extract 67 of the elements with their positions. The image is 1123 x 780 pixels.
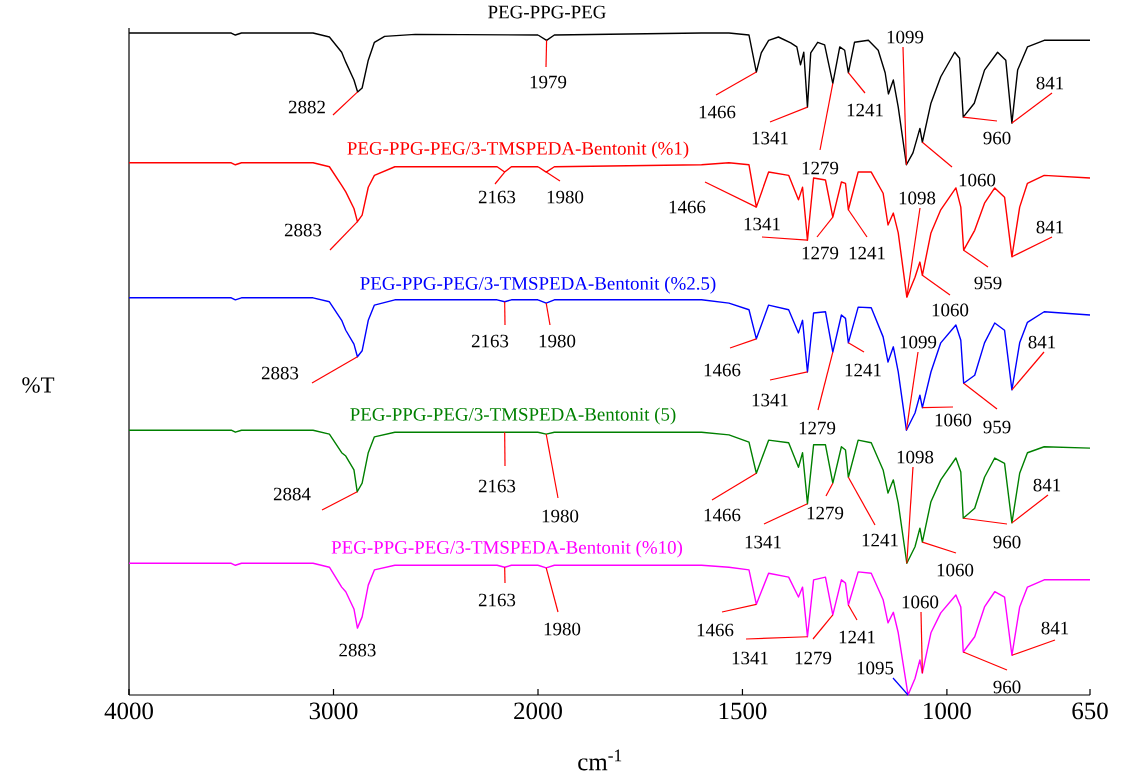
annotation: 1341 [752, 131, 788, 145]
annotation: 959 [974, 276, 1002, 290]
annotation: 1060 [937, 563, 974, 577]
annotation: 1980 [544, 622, 581, 636]
annotation: 1466 [699, 105, 736, 119]
annotation: 1279 [799, 421, 836, 435]
annotation: 1060 [959, 173, 996, 187]
annotation: 959 [983, 420, 1011, 434]
annotation: 1241 [849, 246, 885, 260]
annotation: 960 [983, 131, 1011, 145]
annotation: 1241 [839, 630, 875, 644]
annotation: 1979 [530, 75, 567, 89]
annotation: 1099 [900, 335, 937, 349]
annotation: 1241 [862, 533, 898, 547]
x-tick-label: 4000 [104, 702, 153, 720]
annotation: 1098 [899, 191, 936, 205]
annotation: 1241 [845, 363, 881, 377]
annotation: 1980 [547, 190, 584, 204]
annotation: 2882 [288, 100, 325, 114]
annotation: 1980 [539, 334, 576, 348]
series-label: PEG-PPG-PEG/3-TMSPEDA-Bentonit (%10) [331, 540, 683, 558]
y-axis-title: %T [22, 377, 55, 393]
annotation: 1241 [847, 103, 883, 117]
annotation: 1060 [902, 595, 939, 609]
annotation: 2883 [284, 223, 322, 237]
annotation: 1279 [795, 651, 832, 665]
annotation: 2163 [471, 334, 509, 348]
annotation: 1279 [807, 506, 844, 520]
annotation: 841 [1036, 220, 1064, 234]
annotation: 2883 [339, 643, 376, 657]
annotation: 841 [1028, 335, 1056, 349]
annotation: 841 [1036, 76, 1064, 90]
annotation: 1098 [897, 450, 934, 464]
annotation: 1466 [697, 623, 734, 637]
annotation: 1466 [704, 363, 741, 377]
annotation: 1466 [669, 200, 706, 214]
annotation: 1980 [542, 509, 579, 523]
annotation: 1341 [745, 535, 781, 549]
annotation: 841 [1033, 478, 1061, 492]
annotation: 960 [993, 535, 1021, 549]
x-tick-label: 1000 [924, 702, 971, 720]
annotation: 2883 [261, 366, 299, 380]
annotation: 1060 [932, 303, 969, 317]
series-label: PEG-PPG-PEG/3-TMSPEDA-Bentonit (5) [350, 407, 676, 425]
annotation: 2884 [273, 487, 311, 501]
series-label: PEG-PPG-PEG/3-TMSPEDA-Bentonit (%1) [347, 141, 689, 159]
x-tick-label: 650 [1072, 702, 1108, 720]
annotation: 1099 [887, 30, 924, 44]
annotation: 1060 [935, 413, 972, 427]
annotation: 1279 [802, 246, 839, 260]
x-axis-title: cm$^{-1}$ [578, 749, 622, 771]
x-tick-label: 3000 [309, 702, 358, 720]
annotation: 1095 [857, 661, 894, 675]
annotation: 1466 [704, 508, 741, 522]
annotation: 960 [993, 680, 1021, 694]
annotation: 1279 [802, 161, 839, 175]
annotation: 1341 [744, 217, 780, 231]
annotation: 2163 [478, 593, 516, 607]
x-tick-label: 1500 [719, 702, 767, 720]
annotation: 1341 [732, 651, 768, 665]
annotation: 2163 [478, 479, 516, 493]
annotation: 1341 [752, 393, 788, 407]
annotation: 2163 [478, 190, 516, 204]
annotation: 841 [1041, 621, 1069, 635]
series-label: PEG-PPG-PEG [488, 5, 606, 19]
x-tick-label: 2000 [514, 702, 562, 720]
series-label: PEG-PPG-PEG/3-TMSPEDA-Bentonit (%2.5) [360, 276, 716, 294]
